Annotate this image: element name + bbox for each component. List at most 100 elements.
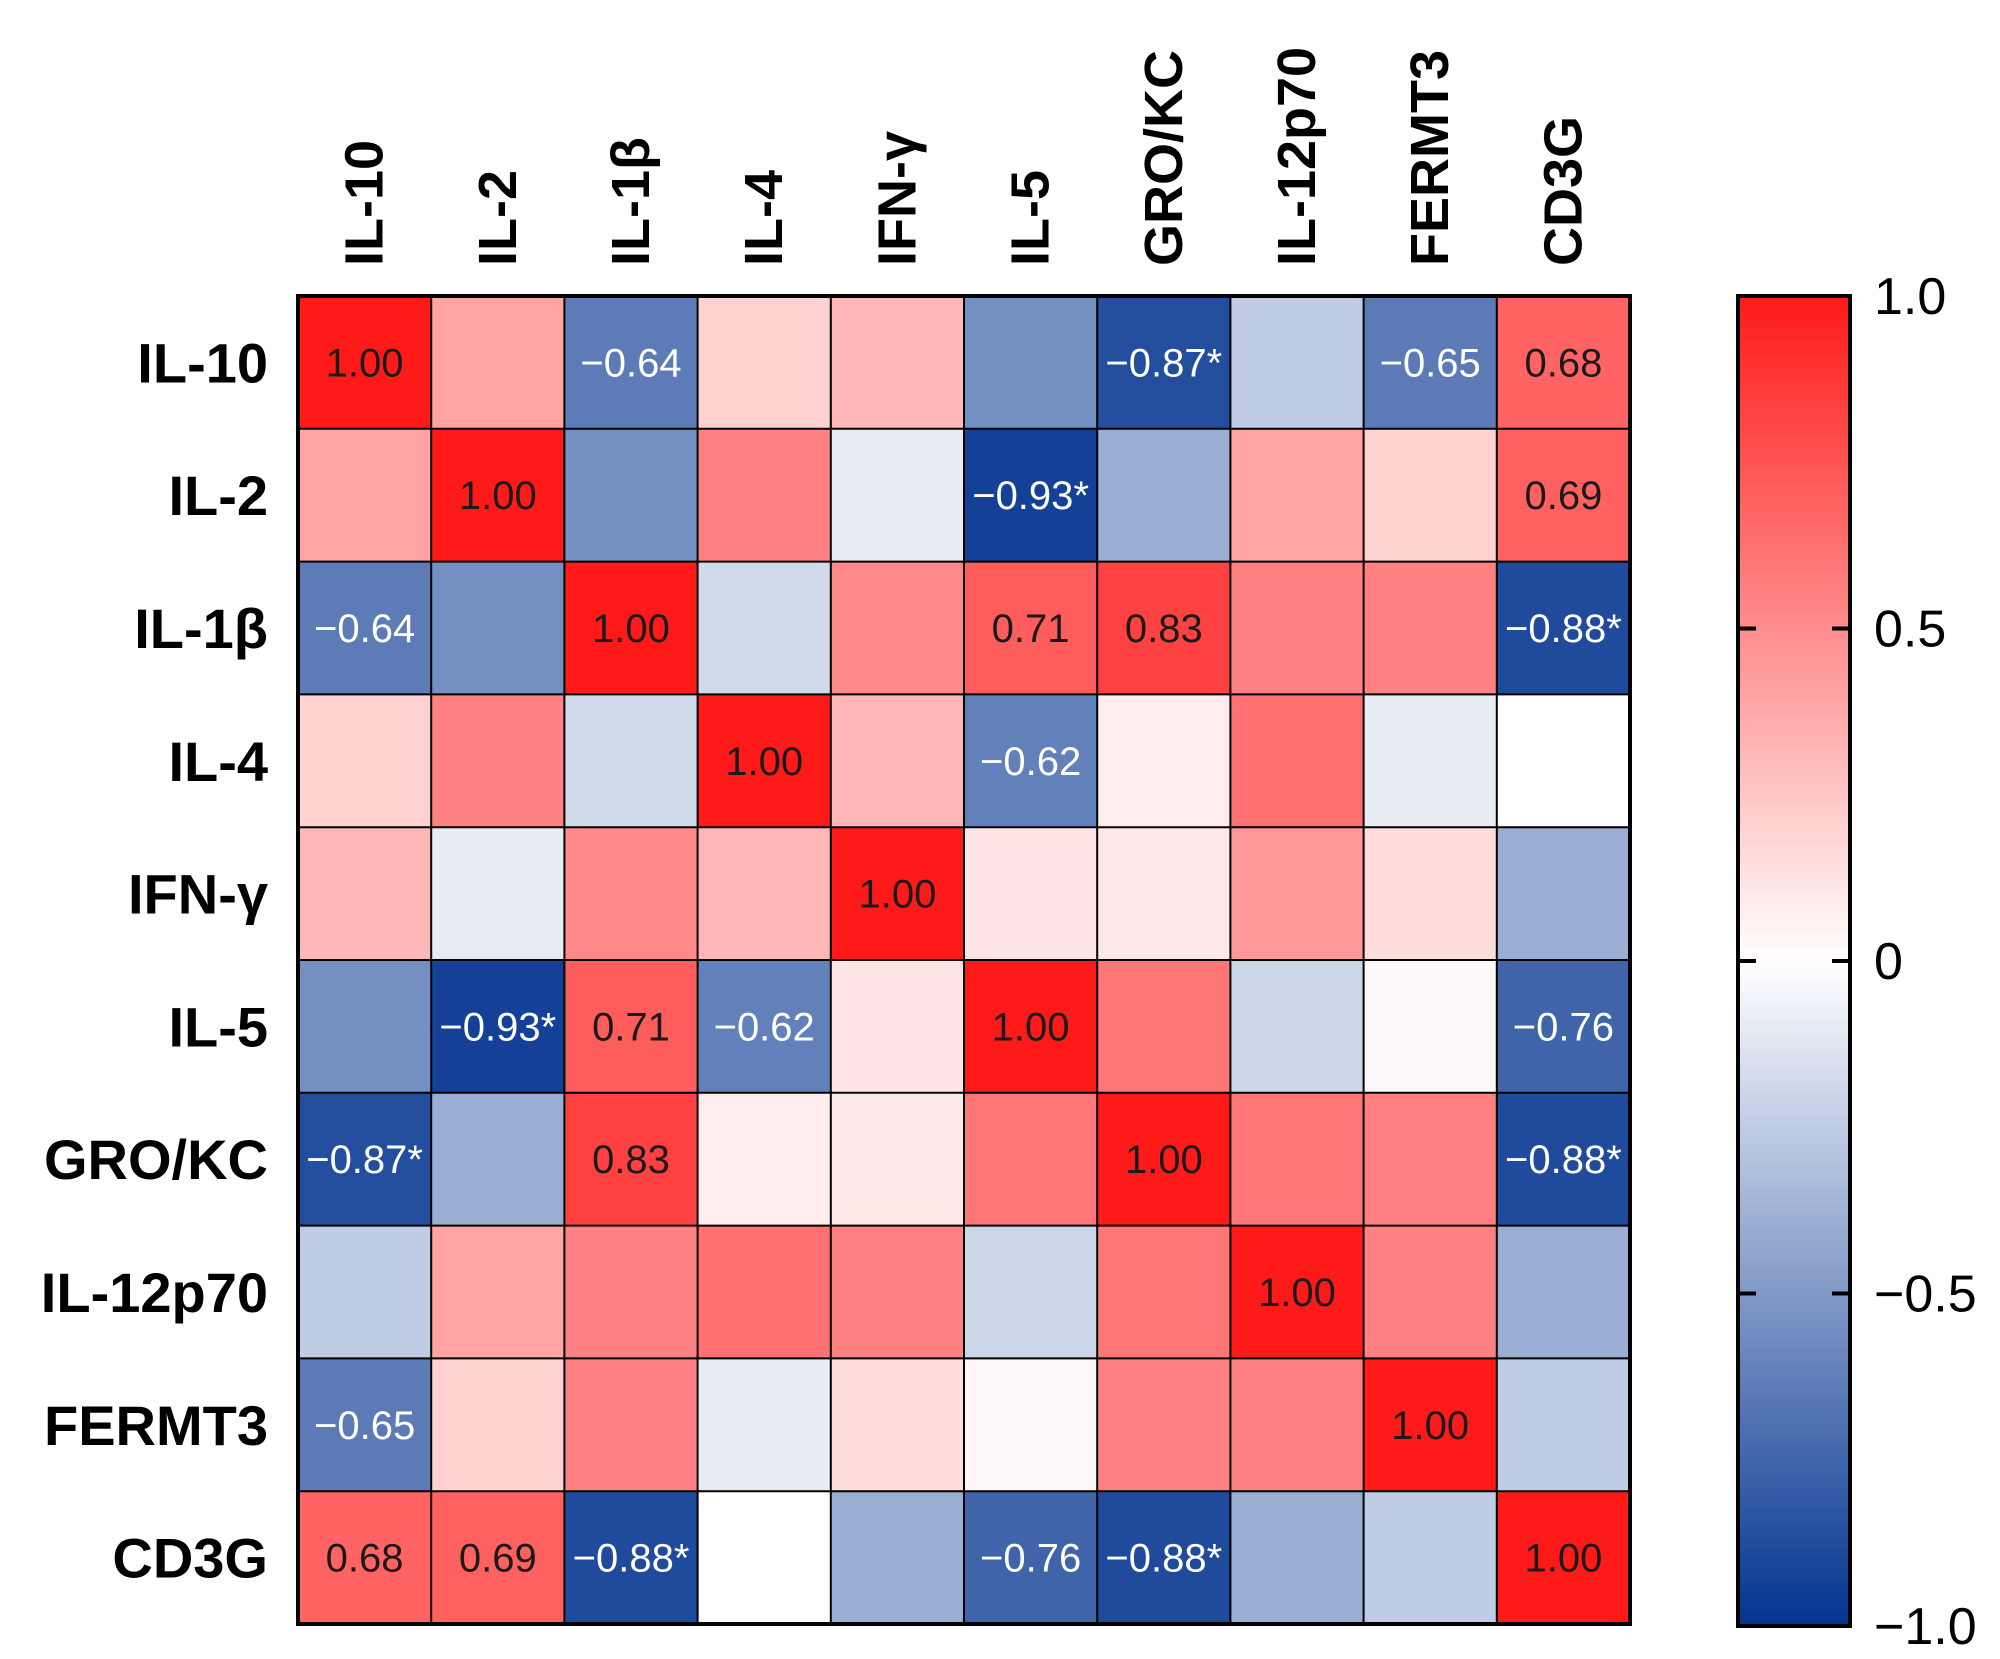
- cell-value-label: −0.62: [714, 1005, 815, 1049]
- cell-value-label: −0.76: [980, 1537, 1081, 1581]
- cell-il-4-gro-kc: [1097, 694, 1231, 828]
- cell-ifn-gamma-il-12p70: [1230, 827, 1364, 960]
- cell-fermt3-il-4: [697, 1358, 831, 1492]
- cell-value-label: 0.71: [992, 607, 1070, 651]
- cell-gro-kc-il-2: [431, 1092, 565, 1226]
- cell-il-5-il-12p70: [1230, 960, 1364, 1093]
- cell-value-label: 0.83: [592, 1138, 670, 1182]
- cell-value-label: −0.87*: [306, 1138, 423, 1182]
- cell-value-label: 1.00: [992, 1005, 1070, 1049]
- cell-value-label: 1.00: [1524, 1537, 1602, 1581]
- cell-value-label: −0.62: [980, 740, 1081, 784]
- cell-fermt3-il-5: [964, 1358, 1098, 1492]
- cell-il-12p70-il-10: [298, 1225, 432, 1359]
- cell-il-5-il-2: [431, 960, 565, 1093]
- cell-il-5-cd3g: [1496, 960, 1630, 1093]
- cell-ifn-gamma-il-4: [697, 827, 831, 960]
- cell-il-2-gro-kc: [1097, 428, 1231, 562]
- cell-gro-kc-fermt3: [1363, 1092, 1497, 1226]
- cell-il-4-ifn-gamma: [830, 694, 964, 828]
- column-label-il-4: IL-4: [734, 170, 794, 266]
- cell-value-label: −0.88*: [573, 1537, 690, 1581]
- cell-cd3g-il-4: [697, 1491, 831, 1624]
- cell-fermt3-fermt3: [1363, 1358, 1497, 1492]
- colorbar-tick-label: 0.5: [1874, 601, 1946, 659]
- cell-value-label: 1.00: [1258, 1271, 1336, 1315]
- column-labels: IL-10 IL-2 IL-1β IL-4 IFN-γ IL-5 GRO/KC IL-12p7…: [335, 47, 1594, 266]
- cell-il-5-il-5: [964, 960, 1098, 1093]
- cell-il-12p70-il-1beta: [564, 1225, 698, 1359]
- cell-il-12p70-ifn-gamma: [830, 1225, 964, 1359]
- colorbar: 1.0 0.5 0 −0.5 −1.0: [1736, 268, 1977, 1656]
- cell-ifn-gamma-il-1beta: [564, 827, 698, 960]
- cell-il-1beta-il-5: [964, 561, 1098, 695]
- cell-il-10-il-2: [431, 296, 565, 429]
- cell-cd3g-il-5: [964, 1491, 1098, 1624]
- cell-gro-kc-il-10: [298, 1092, 432, 1226]
- cell-il-10-il-4: [697, 296, 831, 429]
- cell-value-label: −0.65: [1380, 341, 1481, 385]
- cell-value-label: 1.00: [592, 607, 670, 651]
- cell-ifn-gamma-ifn-gamma: [830, 827, 964, 960]
- cell-value-label: 1.00: [459, 474, 537, 518]
- row-label-il-12p70: IL-12p70: [41, 1261, 268, 1324]
- cell-value-label: −0.88*: [1505, 607, 1622, 651]
- heatmap-annotations: 1.00 −0.64 −0.87* −0.65 0.68 1.00 −0.93* 0.69 −0…: [306, 341, 1622, 1580]
- cell-il-5-il-10: [298, 960, 432, 1093]
- heatmap-border: [296, 294, 1632, 1626]
- cell-il-10-gro-kc: [1097, 296, 1231, 429]
- cell-il-1beta-fermt3: [1363, 561, 1497, 695]
- row-label-il-10: IL-10: [137, 331, 268, 394]
- cell-value-label: 0.68: [1524, 341, 1602, 385]
- cell-il-2-il-2: [431, 428, 565, 562]
- column-label-ifn-gamma: IFN-γ: [867, 131, 927, 266]
- row-label-il-2: IL-2: [168, 464, 268, 527]
- cell-gro-kc-il-1beta: [564, 1092, 698, 1226]
- cell-value-label: 1.00: [1125, 1138, 1203, 1182]
- column-label-il-12p70: IL-12p70: [1267, 47, 1327, 266]
- cell-il-1beta-il-4: [697, 561, 831, 695]
- cell-value-label: 1.00: [725, 740, 803, 784]
- cell-cd3g-ifn-gamma: [830, 1491, 964, 1624]
- cell-fermt3-gro-kc: [1097, 1358, 1231, 1492]
- cell-il-2-il-4: [697, 428, 831, 562]
- colorbar-tick-label: −0.5: [1874, 1266, 1977, 1324]
- column-label-il-2: IL-2: [468, 170, 528, 266]
- cell-gro-kc-il-4: [697, 1092, 831, 1226]
- cell-fermt3-cd3g: [1496, 1358, 1630, 1492]
- cell-il-10-il-1beta: [564, 296, 698, 429]
- cell-il-10-il-5: [964, 296, 1098, 429]
- cell-cd3g-cd3g: [1496, 1491, 1630, 1624]
- cell-cd3g-gro-kc: [1097, 1491, 1231, 1624]
- cell-value-label: 0.68: [326, 1537, 404, 1581]
- heatmap-grid: [296, 294, 1632, 1626]
- cell-il-1beta-il-10: [298, 561, 432, 695]
- cell-cd3g-fermt3: [1363, 1491, 1497, 1624]
- cell-il-4-fermt3: [1363, 694, 1497, 828]
- cell-il-12p70-gro-kc: [1097, 1225, 1231, 1359]
- cell-value-label: 0.69: [1524, 474, 1602, 518]
- cell-value-label: −0.76: [1513, 1005, 1614, 1049]
- cell-il-2-ifn-gamma: [830, 428, 964, 562]
- cell-value-label: −0.88*: [1105, 1537, 1222, 1581]
- cell-il-10-fermt3: [1363, 296, 1497, 429]
- cell-il-4-il-2: [431, 694, 565, 828]
- cell-il-2-il-1beta: [564, 428, 698, 562]
- cell-il-1beta-cd3g: [1496, 561, 1630, 695]
- cell-value-label: −0.88*: [1505, 1138, 1622, 1182]
- cell-il-4-il-4: [697, 694, 831, 828]
- cell-il-1beta-il-12p70: [1230, 561, 1364, 695]
- cell-value-label: −0.87*: [1105, 341, 1222, 385]
- cell-il-2-cd3g: [1496, 428, 1630, 562]
- cell-il-4-il-10: [298, 694, 432, 828]
- colorbar-tick-label: 1.0: [1874, 268, 1946, 326]
- cell-fermt3-il-10: [298, 1358, 432, 1492]
- cell-il-1beta-gro-kc: [1097, 561, 1231, 695]
- cell-il-12p70-cd3g: [1496, 1225, 1630, 1359]
- cell-value-label: 1.00: [326, 341, 404, 385]
- cell-gro-kc-il-12p70: [1230, 1092, 1364, 1226]
- cell-value-label: −0.93*: [972, 474, 1089, 518]
- cell-gro-kc-cd3g: [1496, 1092, 1630, 1226]
- cell-value-label: −0.93*: [439, 1005, 556, 1049]
- cell-il-12p70-il-4: [697, 1225, 831, 1359]
